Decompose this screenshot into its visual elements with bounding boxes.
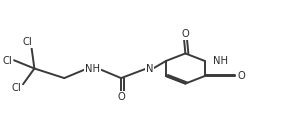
Text: N: N — [146, 64, 153, 73]
Text: Cl: Cl — [12, 83, 21, 93]
Text: O: O — [117, 92, 125, 102]
Text: NH: NH — [213, 56, 228, 66]
Text: Cl: Cl — [3, 56, 12, 66]
Text: NH: NH — [85, 64, 100, 73]
Text: O: O — [237, 71, 245, 81]
Text: O: O — [181, 29, 189, 39]
Text: Cl: Cl — [22, 38, 32, 47]
